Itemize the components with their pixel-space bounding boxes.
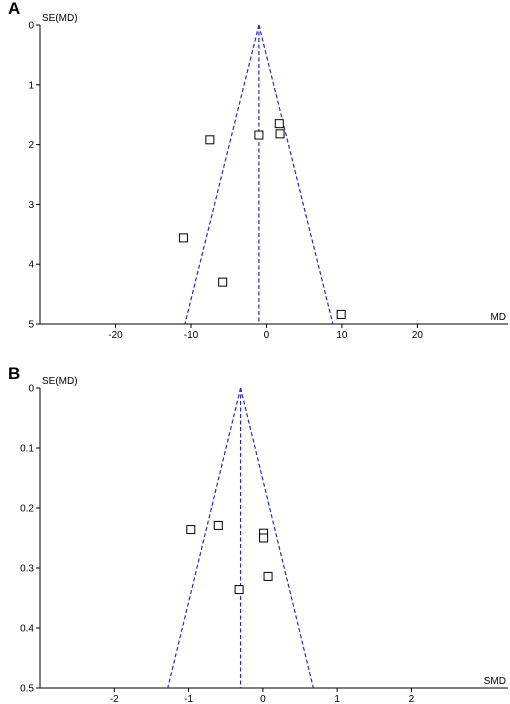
study-point <box>218 277 228 287</box>
x-tick-label: 0 <box>264 330 270 341</box>
study-point <box>274 119 284 129</box>
y-tick-label: 0.5 <box>20 684 34 695</box>
study-point <box>336 309 346 319</box>
y-tick-label: 0 <box>28 384 34 395</box>
study-point <box>254 130 264 140</box>
x-tick-label: 0 <box>260 694 266 704</box>
y-tick-label: 0.4 <box>20 624 34 635</box>
study-point <box>205 135 215 145</box>
x-tick-label: -20 <box>108 330 123 341</box>
x-tick-label: 20 <box>412 330 424 341</box>
study-point <box>213 520 223 530</box>
y-tick-label: 3 <box>28 200 34 211</box>
y-tick-label: 4 <box>28 260 34 271</box>
panel-label: A <box>8 0 20 18</box>
funnel-left-boundary <box>167 387 242 689</box>
y-tick-label: 0.3 <box>20 564 34 575</box>
x-axis-title: SMD <box>484 676 506 687</box>
x-tick-label: 10 <box>336 330 348 341</box>
study-point <box>178 233 188 243</box>
y-tick-label: 2 <box>28 140 34 151</box>
study-point <box>275 129 285 139</box>
funnel-right-boundary <box>239 387 314 689</box>
y-tick-label: 0.1 <box>20 444 34 455</box>
study-point <box>263 571 273 581</box>
x-tick-label: 2 <box>409 694 415 704</box>
y-tick-label: 5 <box>28 320 34 331</box>
funnel-plot-a: A SE(MD) 0 1 2 3 4 5 -20 -10 0 10 20 MD <box>8 0 508 341</box>
y-axis-title: SE(MD) <box>42 13 78 24</box>
x-tick-label: -1 <box>184 694 193 704</box>
x-tick-label: -10 <box>184 330 199 341</box>
study-point <box>234 585 244 595</box>
panel-label: B <box>8 364 20 383</box>
y-tick-label: 0.2 <box>20 504 34 515</box>
x-tick-label: -2 <box>110 694 119 704</box>
x-tick-label: 1 <box>334 694 340 704</box>
study-point <box>259 533 269 543</box>
funnel-right-boundary <box>258 24 334 325</box>
funnel-plot-b: B SE(MD) 0 0.1 0.2 0.3 0.4 0.5 -2 -1 0 1 2 SMD <box>8 364 508 704</box>
x-axis-title: MD <box>490 312 506 323</box>
funnel-left-boundary <box>184 24 260 325</box>
study-point <box>186 525 196 535</box>
y-tick-label: 1 <box>28 80 34 91</box>
y-tick-label: 0 <box>28 21 34 32</box>
y-axis-title: SE(MD) <box>42 376 78 387</box>
